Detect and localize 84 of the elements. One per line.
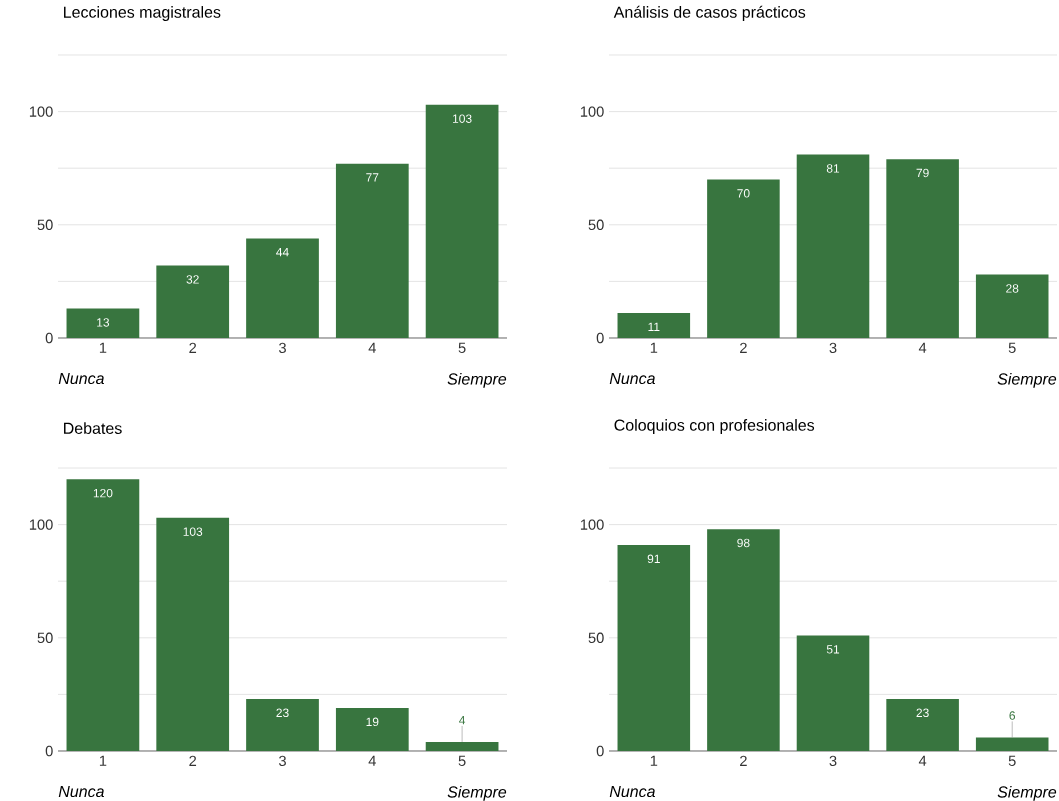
data-label: 103 <box>453 114 472 123</box>
x-tick-label: 4 <box>368 342 376 353</box>
x-tick-label: 5 <box>458 755 466 766</box>
x-tick-label: 3 <box>829 755 837 767</box>
bar <box>707 529 780 751</box>
y-tick-label: 0 <box>596 332 604 344</box>
bar <box>246 698 319 751</box>
x-tick-label: 3 <box>278 755 286 767</box>
bar <box>156 265 230 338</box>
bar <box>425 741 499 751</box>
data-label: 23 <box>276 708 289 718</box>
x-tick-label: 1 <box>650 342 658 353</box>
x-tick-label: 5 <box>1008 755 1016 766</box>
bar <box>796 635 870 751</box>
y-tick-label: 50 <box>37 632 53 643</box>
bar <box>156 517 230 751</box>
text: Siempre <box>447 785 507 801</box>
y-tick-label: 50 <box>37 219 53 230</box>
chart-title: Análisis de casos prácticos <box>613 5 806 21</box>
x-tick-label: 2 <box>189 342 197 353</box>
data-label: 44 <box>276 247 289 257</box>
x-tick-label: 3 <box>829 342 837 354</box>
bar <box>246 238 319 338</box>
data-label: 11 <box>648 322 660 331</box>
data-label: 81 <box>826 164 840 173</box>
x-tick-label: 2 <box>740 755 747 766</box>
y-tick-label: 100 <box>580 106 604 117</box>
text: Nunca <box>58 785 104 798</box>
data-label: 98 <box>737 538 750 548</box>
bar <box>886 159 959 338</box>
data-label: 28 <box>1006 284 1019 293</box>
y-tick-label: 50 <box>588 219 604 230</box>
x-tick-label: 4 <box>368 755 376 766</box>
data-label: 32 <box>186 275 199 284</box>
data-label: 51 <box>826 645 840 654</box>
x-tick-label: 1 <box>650 755 658 766</box>
y-tick-label: 50 <box>588 632 604 643</box>
bar <box>335 163 409 338</box>
text: Nunca <box>58 372 104 385</box>
x-tick-label: 4 <box>918 755 927 766</box>
data-label: 91 <box>647 554 660 564</box>
bar <box>707 179 780 338</box>
bar <box>335 707 409 751</box>
bar <box>886 698 959 751</box>
data-label: 120 <box>93 488 113 498</box>
data-label: 77 <box>366 173 379 182</box>
x-tick-label: 4 <box>918 342 927 353</box>
text: Siempre <box>447 372 507 388</box>
y-tick-label: 100 <box>29 519 53 530</box>
y-tick-label: 0 <box>45 745 53 757</box>
text: Siempre <box>997 372 1057 388</box>
bar <box>975 737 1049 751</box>
text: Nunca <box>609 372 655 385</box>
text: Nunca <box>609 785 655 798</box>
bar <box>617 544 691 751</box>
bar <box>796 154 870 338</box>
data-label: 103 <box>183 527 203 536</box>
y-tick-label: 100 <box>29 106 53 117</box>
x-tick-label: 1 <box>99 342 107 353</box>
y-tick-label: 100 <box>580 519 604 530</box>
x-tick-label: 3 <box>278 342 286 354</box>
x-tick-label: 5 <box>458 342 466 353</box>
bar <box>975 274 1049 338</box>
data-label: 19 <box>366 717 379 727</box>
x-tick-label: 2 <box>740 342 747 353</box>
y-tick-label: 0 <box>45 332 53 344</box>
text: Siempre <box>997 785 1057 801</box>
chart-title: Lecciones magistrales <box>64 6 221 21</box>
data-label: 23 <box>916 708 929 718</box>
x-tick-label: 2 <box>189 755 197 766</box>
data-label: 79 <box>916 168 929 178</box>
bar <box>617 313 691 338</box>
data-label: 4 <box>459 716 466 725</box>
bar <box>425 104 499 338</box>
bar <box>66 479 140 751</box>
x-tick-label: 5 <box>1008 342 1016 353</box>
data-label: 70 <box>737 189 750 198</box>
bar <box>66 308 140 338</box>
y-tick-label: 0 <box>596 745 604 757</box>
chart-title: Coloquios con profesionales <box>614 419 815 434</box>
chart-title: Debates <box>64 422 122 434</box>
data-label: 13 <box>97 318 110 327</box>
data-label: 6 <box>1009 711 1016 720</box>
x-tick-label: 1 <box>99 755 107 766</box>
